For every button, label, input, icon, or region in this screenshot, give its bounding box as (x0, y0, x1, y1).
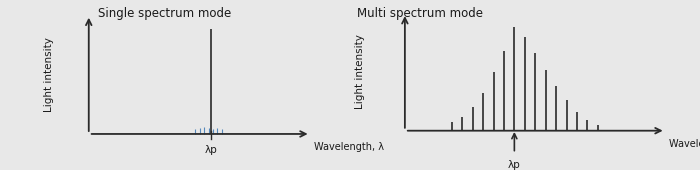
Text: λp: λp (204, 145, 217, 155)
Text: Wavelength, λ: Wavelength, λ (669, 139, 700, 149)
Text: Wavelength, λ: Wavelength, λ (314, 142, 384, 152)
Text: Single spectrum mode: Single spectrum mode (98, 7, 231, 20)
Text: Light intensity: Light intensity (356, 35, 365, 109)
Text: λp: λp (508, 160, 521, 170)
Text: Multi spectrum mode: Multi spectrum mode (357, 7, 483, 20)
Text: Light intensity: Light intensity (43, 37, 54, 112)
